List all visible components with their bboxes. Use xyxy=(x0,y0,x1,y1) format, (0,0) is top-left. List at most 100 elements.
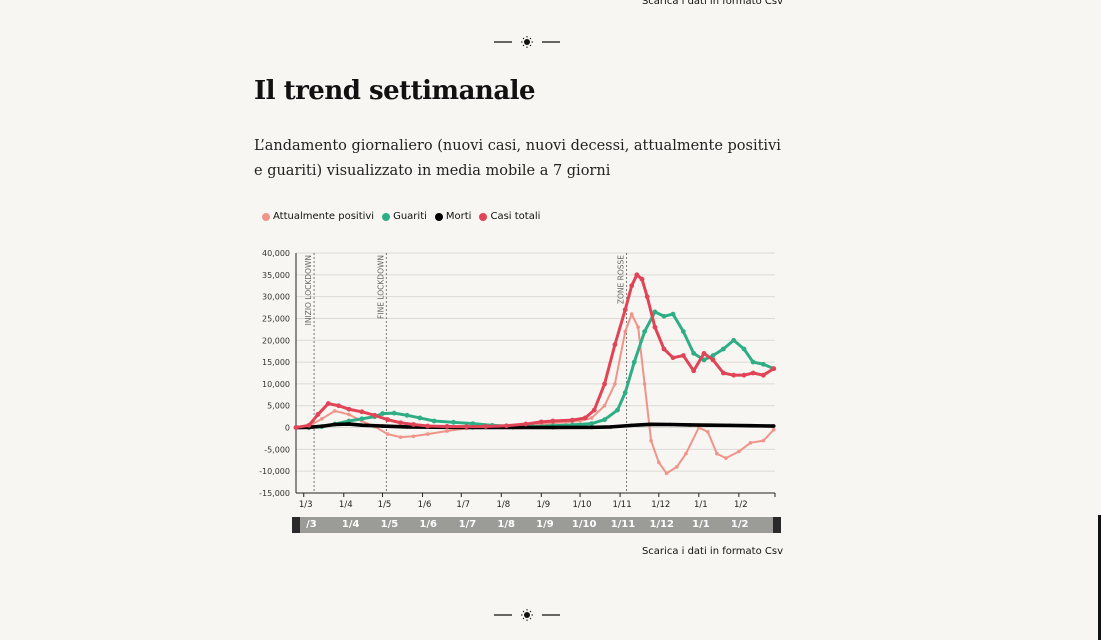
data-point xyxy=(483,424,489,429)
data-point xyxy=(629,283,635,289)
section-divider-icon xyxy=(494,36,560,48)
y-tick-label: 40,000 xyxy=(262,249,290,258)
y-tick-label: 20,000 xyxy=(262,336,290,345)
data-point xyxy=(649,438,653,443)
data-point xyxy=(293,425,299,430)
data-point xyxy=(398,420,403,426)
legend-label: Guariti xyxy=(393,211,427,222)
x-tick-label: 1/7 xyxy=(456,500,470,510)
x-tick-label: 1/1 xyxy=(694,500,708,510)
data-point xyxy=(629,423,634,428)
download-csv-link-top[interactable]: Scarica i dati in formato Csv xyxy=(641,0,783,7)
data-point xyxy=(391,410,397,416)
data-point xyxy=(701,350,707,356)
data-point xyxy=(451,419,456,425)
data-point xyxy=(602,381,607,387)
data-point xyxy=(347,412,351,417)
legend-item-morti[interactable]: Morti xyxy=(434,211,472,222)
data-point xyxy=(332,409,337,413)
data-point xyxy=(731,372,737,378)
data-point xyxy=(691,350,697,356)
data-point xyxy=(404,412,410,418)
data-point xyxy=(687,423,692,427)
y-tick-label: 25,000 xyxy=(262,314,290,323)
data-point xyxy=(569,417,575,423)
data-point xyxy=(360,423,364,427)
data-point xyxy=(405,425,409,429)
brush-tick-label: 1/2 xyxy=(730,519,749,530)
legend-swatch-icon xyxy=(382,212,391,221)
brush-handle-right[interactable] xyxy=(773,517,781,533)
brush-tick-label: 1/12 xyxy=(649,519,674,530)
data-point xyxy=(504,423,509,429)
data-point xyxy=(706,430,710,434)
legend-label: Casi totali xyxy=(490,211,541,222)
data-point xyxy=(657,460,661,465)
brush-handle-left[interactable] xyxy=(292,517,300,533)
data-point xyxy=(612,342,618,348)
data-point xyxy=(589,425,594,430)
data-point xyxy=(748,441,753,445)
data-point xyxy=(336,403,342,409)
data-point xyxy=(639,276,645,282)
data-point xyxy=(724,456,728,460)
trend-chart: 40,000 35,000 30,000 25,000 20,000 15,000 10,0… xyxy=(259,249,777,510)
page-scrollbar[interactable] xyxy=(1098,515,1101,640)
data-point xyxy=(741,346,747,352)
data-point xyxy=(347,422,351,426)
legend-swatch-icon xyxy=(479,212,488,221)
time-range-brush[interactable]: /3 1/4 1/5 1/6 1/7 1/8 1/9 1/10 1/11 1/12 1/1 1/2 xyxy=(292,517,781,533)
data-point xyxy=(602,403,607,408)
data-point xyxy=(710,357,716,363)
series-line xyxy=(294,422,776,430)
chart-legend: Attualmente positivi Guariti Morti Casi … xyxy=(262,211,540,222)
data-point xyxy=(320,424,324,429)
data-point xyxy=(701,357,707,363)
legend-item-casi-totali[interactable]: Casi totali xyxy=(479,211,540,222)
data-point xyxy=(728,423,732,428)
data-point xyxy=(760,372,766,378)
legend-item-attualmente-positivi[interactable]: Attualmente positivi xyxy=(262,211,374,222)
data-point xyxy=(731,337,737,343)
data-point xyxy=(417,415,423,421)
data-point xyxy=(425,432,430,436)
y-tick-label: 30,000 xyxy=(262,293,290,302)
data-point xyxy=(675,465,679,469)
data-point xyxy=(613,382,617,386)
annotation-label: INIZIO LOCKDOWN xyxy=(304,255,313,325)
x-tick-label: 1/10 xyxy=(572,500,591,510)
legend-label: Morti xyxy=(445,211,472,222)
brush-tick-label: 1/1 xyxy=(692,519,710,530)
series-line xyxy=(294,273,776,430)
data-point xyxy=(325,401,331,406)
x-tick-label: 1/2 xyxy=(734,500,748,510)
x-tick-label: 1/6 xyxy=(418,500,432,510)
section-description: L’andamento giornaliero (nuovi casi, nuo… xyxy=(254,138,781,179)
data-point xyxy=(425,423,431,429)
y-tick-label: -10,000 xyxy=(259,467,290,476)
y-tick-label: 10,000 xyxy=(262,380,290,389)
download-csv-link[interactable]: Scarica i dati in formato Csv xyxy=(641,546,783,557)
data-point xyxy=(538,419,544,425)
annotation-label: ZONE ROSSE xyxy=(617,255,626,304)
data-point xyxy=(372,412,378,418)
data-point xyxy=(642,382,647,386)
data-point xyxy=(470,421,476,427)
data-point xyxy=(411,422,416,427)
legend-item-guariti[interactable]: Guariti xyxy=(382,211,427,222)
y-tick-label: -5,000 xyxy=(264,445,290,454)
data-point xyxy=(748,423,753,428)
annotation-label: FINE LOCKDOWN xyxy=(376,255,385,319)
data-point xyxy=(602,417,607,423)
data-point xyxy=(385,417,391,423)
data-point xyxy=(622,307,628,313)
data-point xyxy=(680,353,686,358)
data-point xyxy=(708,423,713,427)
data-point xyxy=(771,424,776,428)
data-point xyxy=(644,294,650,300)
x-tick-label: 1/11 xyxy=(613,500,632,510)
data-point xyxy=(715,451,719,456)
data-point xyxy=(737,449,741,454)
data-point xyxy=(684,451,688,456)
data-point xyxy=(411,434,416,439)
